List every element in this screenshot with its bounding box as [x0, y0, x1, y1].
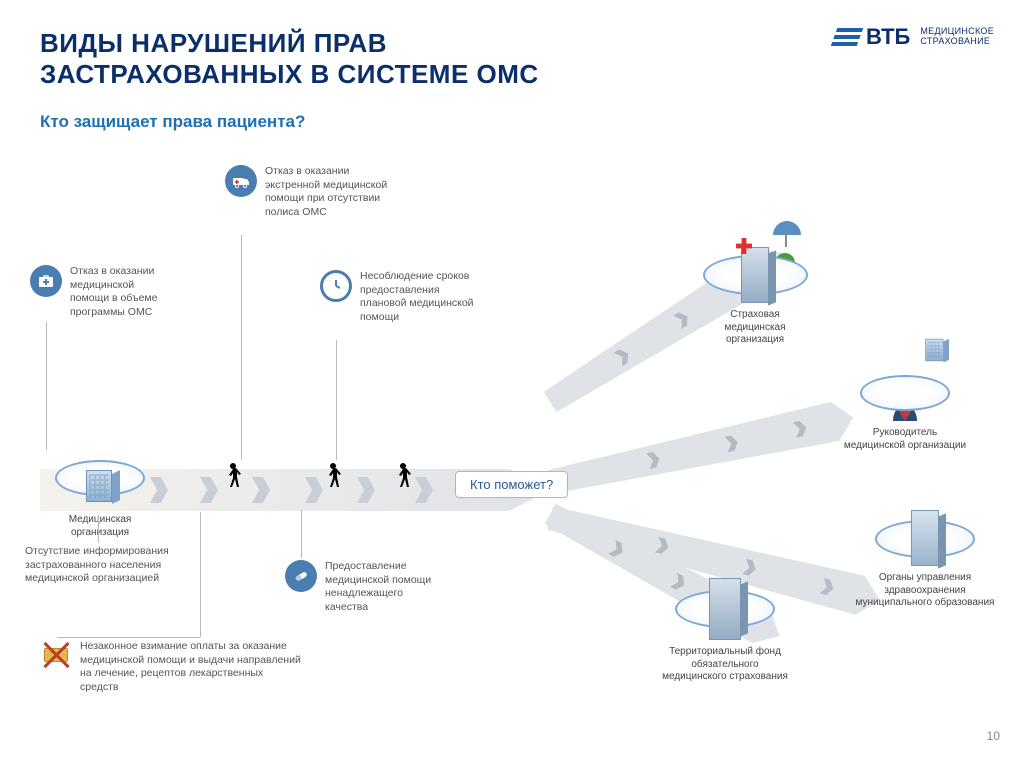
violation-v6: Незаконное взимание оплаты за оказание м…: [42, 640, 302, 695]
helper-territorial-fund: Территориальный фонд обязательного медиц…: [640, 590, 810, 684]
helper-director: Руководитель медицинской организации: [840, 375, 970, 452]
node-medical-org: Медицинская организация: [45, 460, 155, 539]
connector-line: [241, 235, 242, 460]
chevron-icon: [357, 477, 375, 503]
logo-text: ВТБ: [866, 24, 910, 50]
violation-text: Предоставление медицинской помощи ненадл…: [325, 560, 435, 615]
violation-text: Отказ в оказании медицинской помощи в об…: [70, 265, 170, 320]
violation-v3: Несоблюдение сроков предоставления плано…: [320, 270, 480, 325]
subtitle: Кто защищает права пациента?: [40, 112, 305, 132]
connector-line: [57, 637, 200, 638]
violation-v4: Отсутствие информирования застрахованног…: [25, 545, 190, 586]
helper-label: Органы управления здравоохранения муници…: [855, 572, 995, 610]
connector-line: [98, 515, 99, 543]
page-title: ВИДЫ НАРУШЕНИЙ ПРАВ ЗАСТРАХОВАННЫХ В СИС…: [40, 28, 539, 90]
clock-icon: [320, 270, 352, 302]
helper-gov: Органы управления здравоохранения муници…: [855, 520, 995, 610]
umbrella-icon: [773, 221, 801, 235]
walker-icon: [392, 462, 412, 490]
building-icon: [921, 335, 949, 366]
chevron-icon: [305, 477, 323, 503]
tower-icon: [709, 578, 741, 640]
violation-v5: Предоставление медицинской помощи ненадл…: [285, 560, 435, 615]
violation-v2: Отказ в оказании экстренной медицинской …: [225, 165, 390, 220]
title-line-1: ВИДЫ НАРУШЕНИЙ ПРАВ: [40, 28, 387, 58]
chevron-icon: [415, 477, 433, 503]
center-tag: Кто поможет?: [455, 471, 568, 498]
diagram: Кто поможет? Медицинская организация Отк…: [0, 150, 1024, 710]
helper-label: Руководитель медицинской организации: [840, 427, 970, 452]
walker-icon: [322, 462, 342, 490]
page-number: 10: [987, 729, 1000, 743]
ring-icon: [860, 375, 950, 411]
helper-label: Территориальный фонд обязательного медиц…: [640, 646, 810, 684]
logo-subtext: МЕДИЦИНСКОЕ СТРАХОВАНИЕ: [920, 27, 994, 47]
beam: [546, 398, 858, 502]
violation-text: Отсутствие информирования застрахованног…: [25, 545, 190, 586]
violation-text: Незаконное взимание оплаты за оказание м…: [80, 640, 302, 695]
walker-icon: [222, 462, 242, 490]
slide: ВИДЫ НАРУШЕНИЙ ПРАВ ЗАСТРАХОВАННЫХ В СИС…: [0, 0, 1024, 767]
connector-line: [46, 322, 47, 450]
node-label: Медицинская организация: [45, 514, 155, 539]
logo-stripes-icon: [831, 28, 864, 46]
building-icon: [80, 464, 120, 508]
medkit-icon: [30, 265, 62, 297]
title-line-2: ЗАСТРАХОВАННЫХ В СИСТЕМЕ ОМС: [40, 59, 539, 89]
hospital-icon: [741, 247, 769, 303]
connector-line: [336, 340, 337, 460]
violation-text: Отказ в оказании экстренной медицинской …: [265, 165, 390, 220]
chevron-icon: [252, 477, 270, 503]
helper-insurance-org: Страховая медицинская организация: [695, 255, 815, 347]
chevron-icon: [200, 477, 218, 503]
gov-icon: [911, 510, 939, 566]
helper-label: Страховая медицинская организация: [695, 309, 815, 347]
connector-line: [301, 510, 302, 558]
brand-logo: ВТБ МЕДИЦИНСКОЕ СТРАХОВАНИЕ: [834, 24, 994, 50]
pill-icon: [285, 560, 317, 592]
violation-v1: Отказ в оказании медицинской помощи в об…: [30, 265, 170, 320]
ambulance-icon: [225, 165, 257, 197]
violation-text: Несоблюдение сроков предоставления плано…: [360, 270, 480, 325]
no-money-icon: [42, 640, 72, 670]
connector-line: [200, 512, 201, 637]
